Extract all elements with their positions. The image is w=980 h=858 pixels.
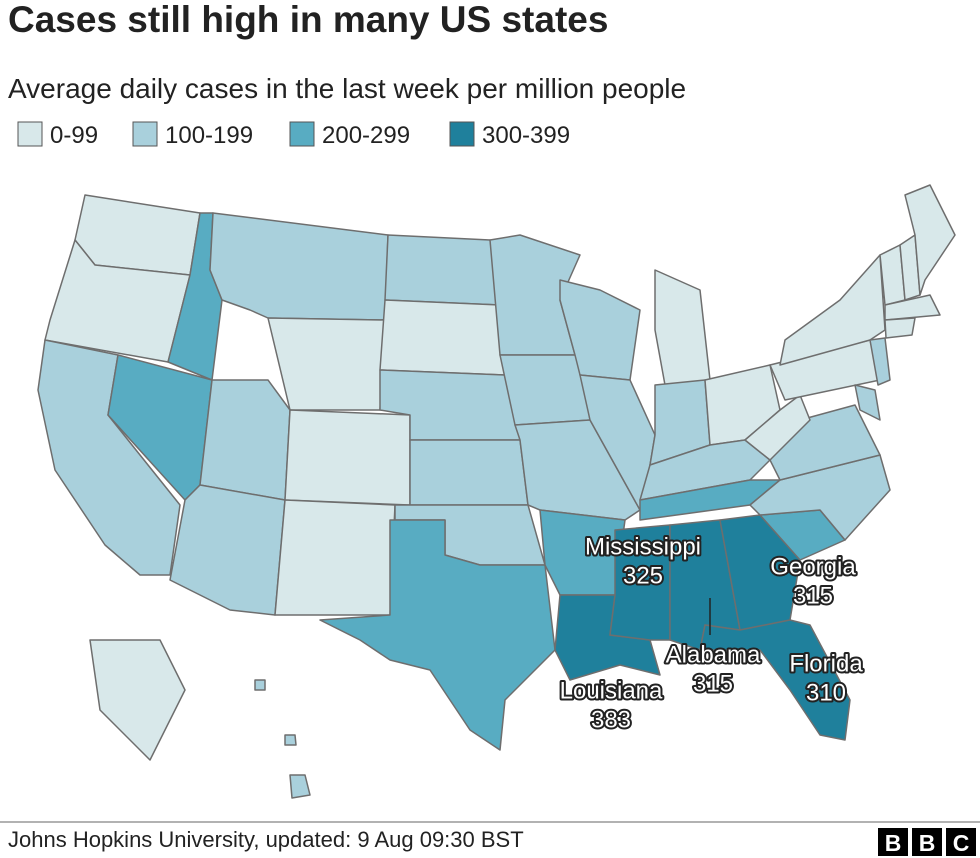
state xyxy=(319,519,556,751)
state xyxy=(379,299,506,376)
state xyxy=(254,679,266,691)
state xyxy=(289,774,311,799)
legend-label: 200-299 xyxy=(322,122,410,149)
state xyxy=(719,514,801,631)
state xyxy=(284,734,297,746)
annotation-value: 325 xyxy=(623,562,663,589)
state xyxy=(169,484,286,616)
state xyxy=(499,354,591,426)
title: Cases still high in many US states xyxy=(8,0,608,40)
logo-block xyxy=(912,828,942,856)
logo-block xyxy=(946,828,976,856)
state xyxy=(884,294,941,321)
annotation-label: Mississippi xyxy=(585,533,701,560)
annotation-label: Florida xyxy=(789,650,863,677)
us-map xyxy=(37,184,956,799)
annotation-value: 315 xyxy=(693,670,733,697)
state xyxy=(274,499,396,616)
state xyxy=(749,454,891,541)
logo-block xyxy=(878,828,908,856)
annotation-value: 315 xyxy=(793,582,833,609)
state xyxy=(699,619,851,741)
legend: 0-99 100-199 200-299 300-399 xyxy=(17,121,570,149)
logo-letter: C xyxy=(953,830,970,856)
annotation-value: 310 xyxy=(806,679,846,706)
legend-swatch xyxy=(449,121,475,147)
legend-label: 0-99 xyxy=(50,122,98,149)
annotation-label: Alabama xyxy=(666,641,761,668)
subtitle: Average daily cases in the last week per… xyxy=(8,73,686,104)
state xyxy=(384,234,501,306)
legend-swatch xyxy=(289,121,315,147)
annotation-value: 383 xyxy=(591,706,631,733)
logo-letter: B xyxy=(919,830,936,856)
legend-swatch xyxy=(17,121,43,147)
source: Johns Hopkins University, updated: 9 Aug… xyxy=(8,827,524,852)
logo-letter: B xyxy=(885,830,902,856)
state xyxy=(854,384,881,421)
state xyxy=(409,439,529,506)
legend-swatch xyxy=(132,121,158,147)
annotation-label: Georgia xyxy=(770,553,856,580)
state xyxy=(904,184,956,296)
state xyxy=(284,409,411,506)
state xyxy=(89,639,186,761)
annotation-label: Louisiana xyxy=(560,677,663,704)
state xyxy=(869,337,891,386)
legend-label: 100-199 xyxy=(165,122,253,149)
state xyxy=(744,394,811,461)
state xyxy=(209,212,389,321)
state xyxy=(654,269,711,386)
state xyxy=(884,317,916,339)
state xyxy=(199,379,291,501)
legend-label: 300-399 xyxy=(482,122,570,149)
state xyxy=(267,317,386,411)
